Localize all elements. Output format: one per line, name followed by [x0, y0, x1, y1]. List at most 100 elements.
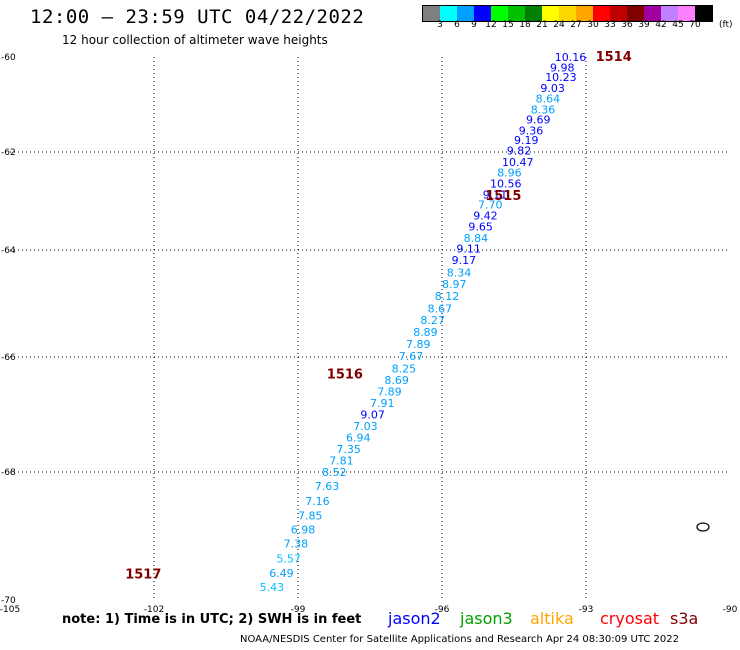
wave-height-point: 9.69 — [526, 114, 551, 127]
wave-height-point: 10.16 — [555, 51, 587, 64]
credit-line: NOAA/NESDIS Center for Satellite Applica… — [240, 634, 679, 645]
wave-height-point: 6.94 — [346, 432, 371, 445]
wave-height-point: 8.67 — [428, 302, 453, 315]
orbit-label: 1516 — [327, 367, 363, 382]
color-scale-tick-label: 12 — [485, 20, 497, 30]
wave-height-point: 9.07 — [360, 409, 385, 422]
orbit-label: 1517 — [125, 567, 161, 582]
color-scale-tick-label: 24 — [553, 20, 565, 30]
orbit-label: 1514 — [596, 50, 632, 65]
color-scale-swatch — [542, 6, 559, 21]
color-scale-tick-label: 45 — [672, 20, 684, 30]
wave-height-point: 9.98 — [550, 61, 575, 74]
color-scale-tick-label: 3 — [437, 20, 443, 30]
wave-height-point: 8.36 — [531, 103, 556, 116]
wave-height-point: 7.35 — [336, 443, 361, 456]
wave-height-point: 9.03 — [540, 82, 565, 95]
color-scale-swatch — [678, 6, 695, 21]
color-scale-swatch — [627, 6, 644, 21]
wave-height-point: 8.12 — [435, 290, 460, 303]
wave-height-point: 8.69 — [384, 374, 409, 387]
color-scale-unit: (ft) — [719, 20, 733, 30]
legend-entry-altika: altika — [530, 609, 574, 628]
x-tick-label: -96 — [435, 605, 450, 615]
color-scale-swatch — [576, 6, 593, 21]
color-scale-tick-label: 36 — [621, 20, 633, 30]
color-scale-tick-label: 21 — [536, 20, 548, 30]
color-scale-tick-label: 18 — [519, 20, 531, 30]
wave-height-point: 8.27 — [420, 314, 445, 327]
wave-height-point: 9.65 — [468, 220, 493, 233]
wave-height-point: 6.98 — [291, 524, 316, 537]
wave-height-point: 7.03 — [353, 420, 378, 433]
wave-height-point: 8.97 — [442, 278, 467, 291]
wave-height-point: 8.84 — [464, 232, 489, 245]
color-scale-tick-label: 70 — [689, 20, 701, 30]
page-title: 12:00 – 23:59 UTC 04/22/2022 — [30, 6, 365, 28]
legend-entry-s3a: s3a — [670, 609, 699, 628]
y-tick-label: -70 — [1, 596, 16, 606]
color-scale-tick-label: 6 — [454, 20, 460, 30]
wave-height-point: 9.82 — [507, 145, 532, 158]
wave-height-point: 5.43 — [260, 581, 285, 594]
x-tick-label: -90 — [723, 605, 738, 615]
wave-height-point: 7.85 — [298, 510, 323, 523]
island-outline — [696, 522, 710, 532]
wave-height-point: 7.70 — [478, 198, 503, 211]
color-scale-swatch — [559, 6, 576, 21]
orbit-label: 1515 — [485, 189, 521, 204]
wave-height-point: 8.34 — [447, 266, 472, 279]
x-tick-label: -99 — [291, 605, 306, 615]
y-tick-label: -62 — [1, 148, 16, 158]
wave-height-point: 8.89 — [413, 326, 438, 339]
wave-height-point: 7.38 — [284, 538, 309, 551]
color-scale-tick-label: 33 — [604, 20, 616, 30]
color-scale-swatch — [610, 6, 627, 21]
wave-height-point: 10.23 — [545, 71, 577, 84]
color-scale-tick-label: 27 — [570, 20, 582, 30]
color-scale-swatch — [661, 6, 678, 21]
color-scale-tick-label: 15 — [502, 20, 514, 30]
wave-height-point: 7.16 — [305, 495, 330, 508]
color-scale-swatch — [457, 6, 474, 21]
legend-entry-cryosat: cryosat — [600, 609, 660, 628]
wave-height-point: 7.89 — [377, 386, 402, 399]
wave-height-point: 9.11 — [456, 243, 481, 256]
wave-height-point: 8.52 — [322, 466, 347, 479]
x-tick-label: -93 — [579, 605, 594, 615]
wave-height-point: 7.91 — [370, 397, 395, 410]
wave-height-point: 8.25 — [392, 363, 417, 376]
wave-height-point: 9.36 — [519, 125, 544, 138]
color-scale-tick-label: 39 — [638, 20, 650, 30]
color-scale-tick-label: 42 — [655, 20, 667, 30]
color-scale-ticks: 3 6 9 12 15 18 21 24 27 30 33 36 39 42 45 70 — [422, 20, 740, 34]
x-tick-label: -102 — [144, 605, 164, 615]
wave-height-point: 9.19 — [514, 134, 539, 147]
y-tick-label: -60 — [1, 53, 16, 63]
color-scale-swatch — [593, 6, 610, 21]
page-subtitle: 12 hour collection of altimeter wave hei… — [62, 33, 328, 47]
color-scale-swatch — [423, 6, 440, 21]
color-scale-swatch — [491, 6, 508, 21]
color-scale-swatch — [440, 6, 457, 21]
wave-height-point: 10.56 — [490, 177, 522, 190]
wave-height-point: 7.63 — [315, 480, 340, 493]
x-tick-label: -105 — [0, 605, 20, 615]
y-tick-label: -68 — [1, 468, 16, 478]
color-scale-swatch — [474, 6, 491, 21]
wave-height-point: 8.64 — [536, 92, 561, 105]
color-scale-tick-label: 9 — [471, 20, 477, 30]
wave-height-point: 6.49 — [269, 567, 294, 580]
footnote: note: 1) Time is in UTC; 2) SWH is in fe… — [62, 612, 362, 627]
color-scale-swatch — [644, 6, 661, 21]
color-scale-tick-label: 30 — [587, 20, 599, 30]
wave-height-point: 9.17 — [452, 254, 477, 267]
color-scale-swatch — [525, 6, 542, 21]
color-scale-bar — [422, 5, 713, 22]
color-scale-swatch — [695, 6, 712, 21]
y-tick-label: -66 — [1, 353, 16, 363]
legend-entry-jason2: jason2 — [388, 609, 441, 628]
legend-entry-jason3: jason3 — [460, 609, 513, 628]
wave-height-point: 9.42 — [473, 210, 498, 223]
